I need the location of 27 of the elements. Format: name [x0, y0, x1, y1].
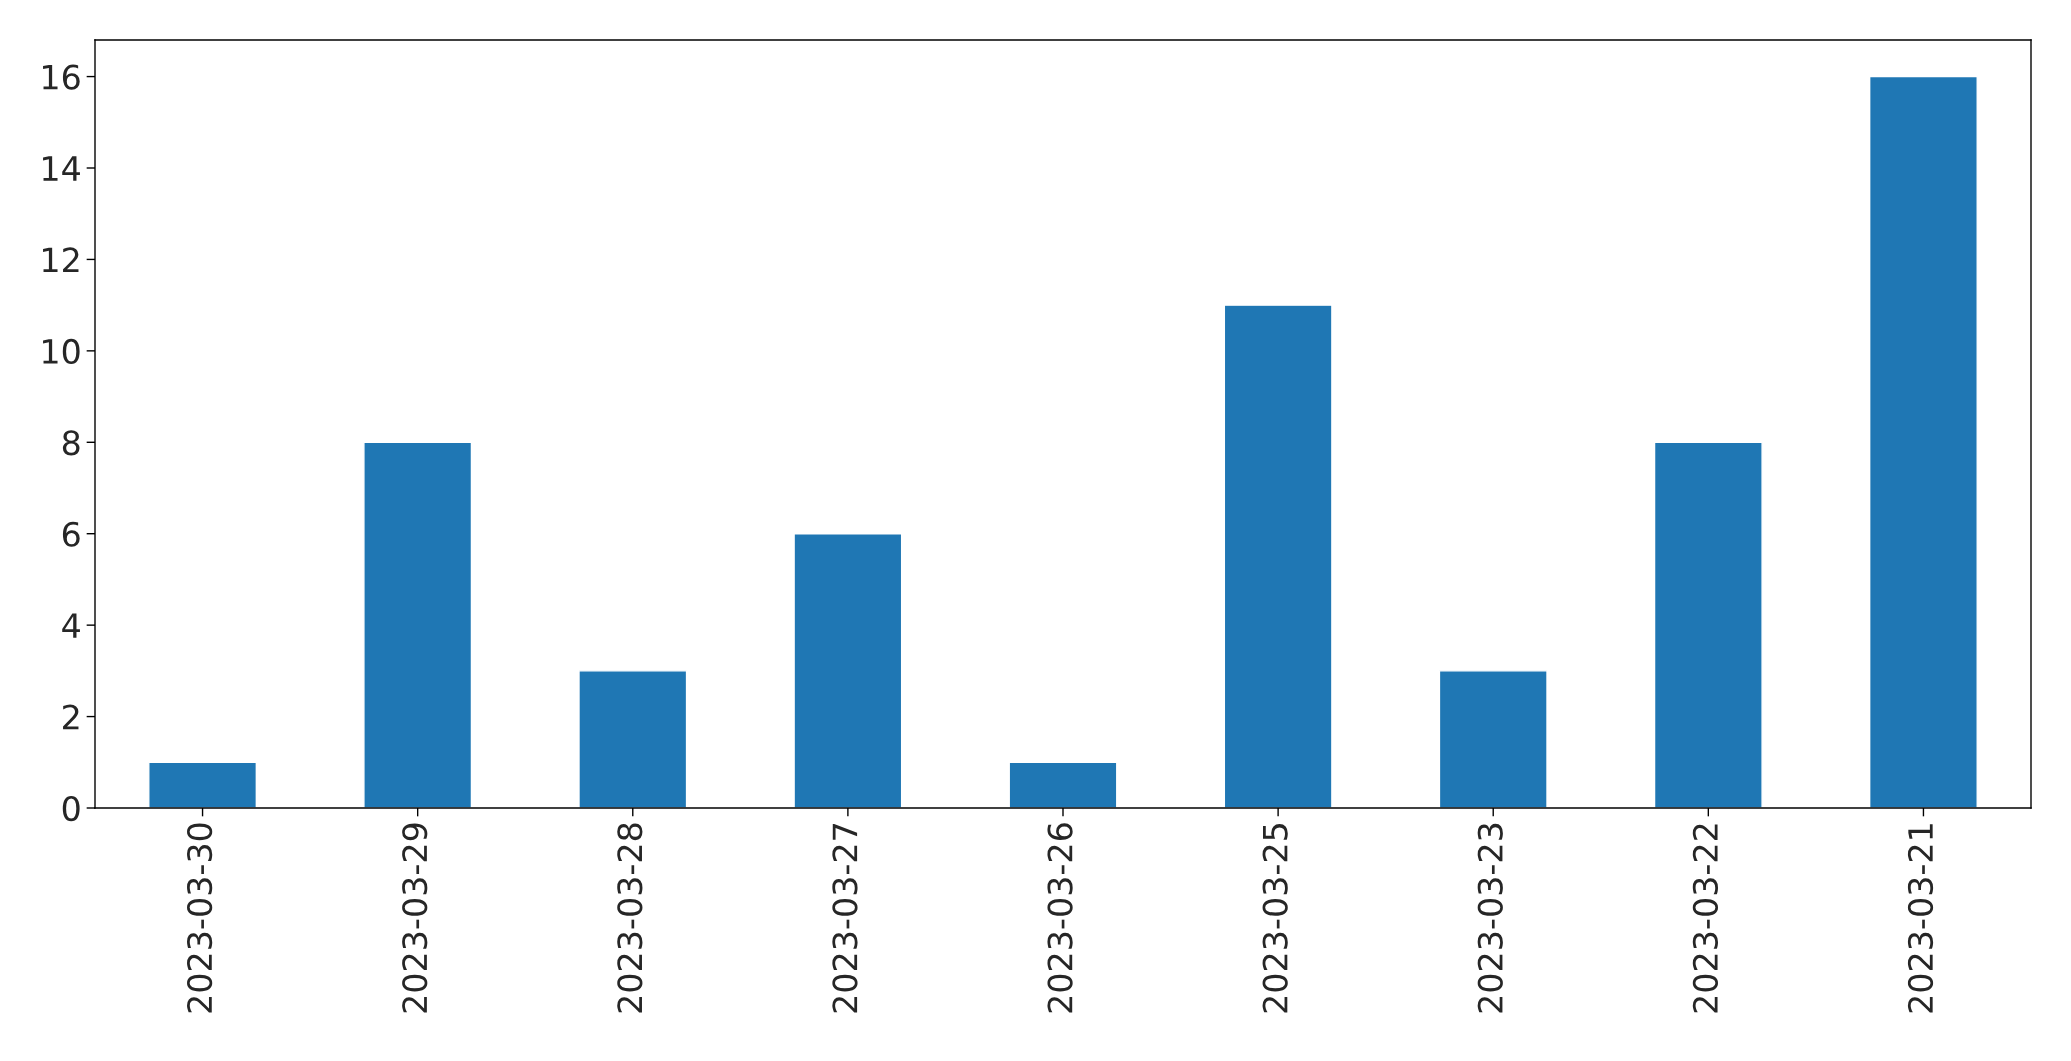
y-tick-label: 0: [62, 795, 80, 822]
bar: [1868, 75, 1978, 808]
y-tick-label: 14: [43, 156, 80, 181]
x-tick-label: 2023-03-23: [1477, 823, 1503, 1013]
x-tick-label: 2023-03-21: [1907, 824, 1934, 1013]
bar: [1223, 304, 1333, 808]
y-tick-label: 6: [62, 521, 80, 547]
y-tick-label: 12: [43, 247, 79, 273]
x-tick-label: 2023-03-25: [1262, 824, 1288, 1013]
y-tick-label: 8: [62, 430, 80, 456]
bar: [1438, 670, 1548, 808]
x-tick-label: 2023-03-26: [1047, 823, 1073, 1013]
x-tick-label: 2023-03-30: [187, 823, 213, 1013]
y-tick-label: 2: [63, 704, 79, 730]
bar: [578, 670, 688, 808]
bar: [1653, 441, 1763, 808]
x-tick-label: 2023-03-28: [617, 823, 643, 1013]
x-tick-label: 2023-03-29: [402, 823, 428, 1013]
y-tick-label: 16: [43, 64, 80, 90]
y-tick-label: 4: [62, 613, 80, 638]
x-tick-label: 2023-03-27: [832, 824, 858, 1013]
bar: [363, 441, 473, 808]
bar: [148, 761, 258, 808]
y-tick-label: 10: [43, 338, 80, 364]
x-tick-label: 2023-03-22: [1692, 824, 1719, 1013]
bar: [1008, 761, 1118, 808]
bar: [793, 533, 903, 808]
